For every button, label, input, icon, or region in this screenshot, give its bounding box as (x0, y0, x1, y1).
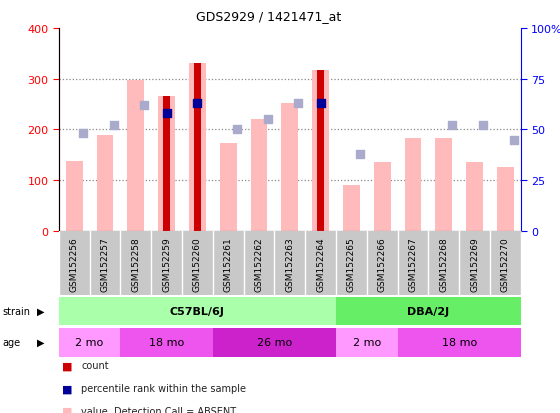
Text: 18 mo: 18 mo (442, 337, 477, 347)
Bar (59, 328, 120, 357)
Point (448, 123, 457, 129)
Bar (404, 139, 422, 231)
Text: 2 mo: 2 mo (353, 337, 381, 347)
Bar (213, 328, 336, 357)
Text: GSM152269: GSM152269 (470, 236, 479, 291)
Text: ■: ■ (62, 361, 72, 370)
Bar (96, 136, 114, 231)
Point (109, 123, 118, 129)
Bar (250, 120, 268, 231)
Point (140, 102, 149, 109)
Text: GSM152265: GSM152265 (347, 236, 356, 291)
Text: GSM152256: GSM152256 (69, 236, 79, 291)
Point (263, 116, 272, 123)
Text: GSM152264: GSM152264 (316, 236, 325, 291)
Bar (163, 97, 170, 231)
Bar (435, 139, 452, 231)
Bar (59, 297, 336, 326)
Point (479, 123, 488, 129)
Text: GSM152257: GSM152257 (100, 236, 110, 291)
Text: GSM152260: GSM152260 (193, 236, 202, 291)
Text: 2 mo: 2 mo (76, 337, 104, 347)
Text: GSM152270: GSM152270 (501, 236, 510, 291)
Bar (127, 81, 144, 231)
Text: GSM152259: GSM152259 (162, 236, 171, 291)
Bar (336, 328, 398, 357)
Text: GDS2929 / 1421471_at: GDS2929 / 1421471_at (196, 10, 342, 23)
Bar (66, 161, 83, 231)
Text: ▶: ▶ (36, 306, 44, 316)
Point (294, 100, 303, 107)
Text: GSM152258: GSM152258 (131, 236, 141, 291)
Bar (281, 103, 298, 231)
Point (193, 100, 202, 107)
Point (162, 111, 171, 117)
Text: GSM152266: GSM152266 (377, 236, 387, 291)
Bar (312, 70, 329, 231)
Text: ■: ■ (62, 406, 72, 413)
Bar (343, 186, 360, 231)
Text: strain: strain (3, 306, 31, 316)
Bar (374, 163, 391, 231)
Bar (398, 328, 521, 357)
Bar (189, 64, 206, 231)
Bar (466, 163, 483, 231)
Bar (194, 64, 201, 231)
Text: C57BL/6J: C57BL/6J (170, 306, 225, 316)
Point (510, 137, 519, 143)
Bar (317, 70, 324, 231)
Text: 18 mo: 18 mo (149, 337, 184, 347)
Text: ▶: ▶ (36, 337, 44, 347)
Point (316, 100, 325, 107)
Point (356, 151, 365, 158)
Text: DBA/2J: DBA/2J (407, 306, 450, 316)
Bar (158, 97, 175, 231)
Text: age: age (3, 337, 21, 347)
Bar (336, 297, 521, 326)
Text: ■: ■ (62, 383, 72, 393)
Text: 26 mo: 26 mo (257, 337, 292, 347)
Point (232, 127, 241, 133)
Bar (497, 168, 514, 231)
Text: GSM152268: GSM152268 (439, 236, 449, 291)
Text: count: count (81, 361, 109, 370)
Text: GSM152263: GSM152263 (285, 236, 295, 291)
Bar (120, 328, 213, 357)
Text: GSM152262: GSM152262 (254, 236, 264, 291)
Text: value, Detection Call = ABSENT: value, Detection Call = ABSENT (81, 406, 236, 413)
Text: percentile rank within the sample: percentile rank within the sample (81, 383, 246, 393)
Point (78, 131, 87, 138)
Bar (220, 144, 237, 231)
Text: GSM152261: GSM152261 (223, 236, 233, 291)
Text: GSM152267: GSM152267 (408, 236, 418, 291)
